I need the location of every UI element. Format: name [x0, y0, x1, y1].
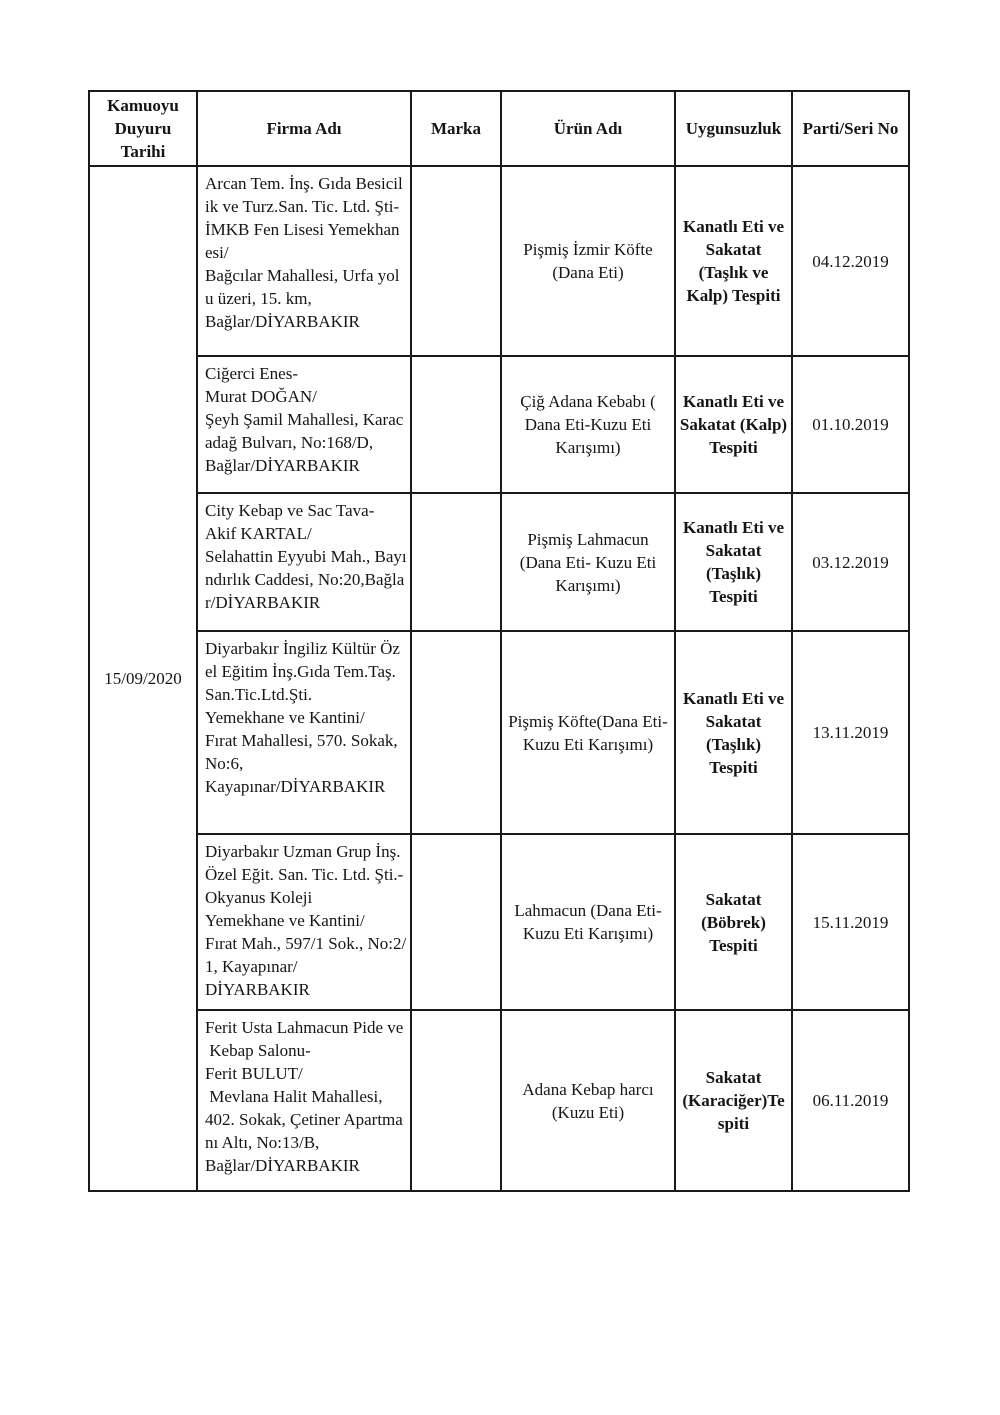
header-marka: Marka	[410, 90, 502, 167]
table-header: Kamuoyu Duyuru Tarihi Firma Adı Marka Ürün …	[88, 90, 910, 167]
urun-cell: Pişmiş Köfte(Dana Eti- Kuzu Eti Karışımı…	[500, 630, 676, 835]
marka-cell	[410, 833, 502, 1011]
firma-cell: Diyarbakır Uzman Grup İnş. Özel Eğit. Sa…	[196, 833, 412, 1011]
table-row: Ciğerci Enes- Murat DOĞAN/ Şeyh Şamil Ma…	[89, 355, 910, 494]
header-row: Kamuoyu Duyuru Tarihi Firma Adı Marka Ürün …	[88, 90, 910, 167]
urun-cell: Çiğ Adana Kebabı ( Dana Eti-Kuzu Eti Kar…	[500, 355, 676, 494]
firma-cell: City Kebap ve Sac Tava- Akif KARTAL/ Sel…	[196, 492, 412, 632]
table-row: 15/09/2020 Arcan Tem. İnş. Gıda Besicil i…	[88, 165, 910, 1192]
parti-cell: 15.11.2019	[791, 833, 910, 1011]
urun-cell: Pişmiş Lahmacun (Dana Eti- Kuzu Eti Karı…	[500, 492, 676, 632]
announcement-date-cell: 15/09/2020	[88, 165, 198, 1192]
header-kamuoyu-duyuru-tarihi: Kamuoyu Duyuru Tarihi	[88, 90, 198, 167]
header-firma-adi: Firma Adı	[196, 90, 412, 167]
urun-cell: Lahmacun (Dana Eti- Kuzu Eti Karışımı)	[500, 833, 676, 1011]
uygunsuzluk-cell: Sakatat (Karaciğer)Te spiti	[674, 1009, 793, 1192]
header-uygunsuzluk: Uygunsuzluk	[674, 90, 793, 167]
firma-cell: Arcan Tem. İnş. Gıda Besicil ik ve Turz.…	[196, 165, 412, 357]
parti-cell: 04.12.2019	[791, 165, 910, 357]
marka-cell	[410, 492, 502, 632]
header-urun-adi: Ürün Adı	[500, 90, 676, 167]
urun-cell: Adana Kebap harcı (Kuzu Eti)	[500, 1009, 676, 1192]
table-row: Ferit Usta Lahmacun Pide ve Kebap Salonu…	[89, 1009, 910, 1192]
uygunsuzluk-cell: Sakatat (Böbrek) Tespiti	[674, 833, 793, 1011]
uygunsuzluk-cell: Kanatlı Eti ve Sakatat (Taşlık ve Kalp) …	[674, 165, 793, 357]
uygunsuzluk-cell: Kanatlı Eti ve Sakatat (Taşlık) Tespiti	[674, 492, 793, 632]
uygunsuzluk-cell: Kanatlı Eti ve Sakatat (Kalp) Tespiti	[674, 355, 793, 494]
parti-cell: 13.11.2019	[791, 630, 910, 835]
firma-cell: Ferit Usta Lahmacun Pide ve Kebap Salonu…	[196, 1009, 412, 1192]
marka-cell	[410, 165, 502, 357]
parti-cell: 06.11.2019	[791, 1009, 910, 1192]
table-row: City Kebap ve Sac Tava- Akif KARTAL/ Sel…	[89, 492, 910, 632]
parti-cell: 01.10.2019	[791, 355, 910, 494]
firma-cell: Ciğerci Enes- Murat DOĞAN/ Şeyh Şamil Ma…	[196, 355, 412, 494]
recall-table: Kamuoyu Duyuru Tarihi Firma Adı Marka Ürün …	[88, 90, 910, 1192]
urun-cell: Pişmiş İzmir Köfte (Dana Eti)	[500, 165, 676, 357]
marka-cell	[410, 1009, 502, 1192]
table-body: 15/09/2020 Arcan Tem. İnş. Gıda Besicil i…	[88, 165, 910, 1192]
marka-cell	[410, 355, 502, 494]
marka-cell	[410, 630, 502, 835]
table-row: Diyarbakır İngiliz Kültür Öz el Eğitim İ…	[89, 630, 910, 835]
parti-cell: 03.12.2019	[791, 492, 910, 632]
header-parti-seri-no: Parti/Seri No	[791, 90, 910, 167]
table-row: Diyarbakır Uzman Grup İnş. Özel Eğit. Sa…	[89, 833, 910, 1011]
uygunsuzluk-cell: Kanatlı Eti ve Sakatat (Taşlık) Tespiti	[674, 630, 793, 835]
firma-cell: Diyarbakır İngiliz Kültür Öz el Eğitim İ…	[196, 630, 412, 835]
